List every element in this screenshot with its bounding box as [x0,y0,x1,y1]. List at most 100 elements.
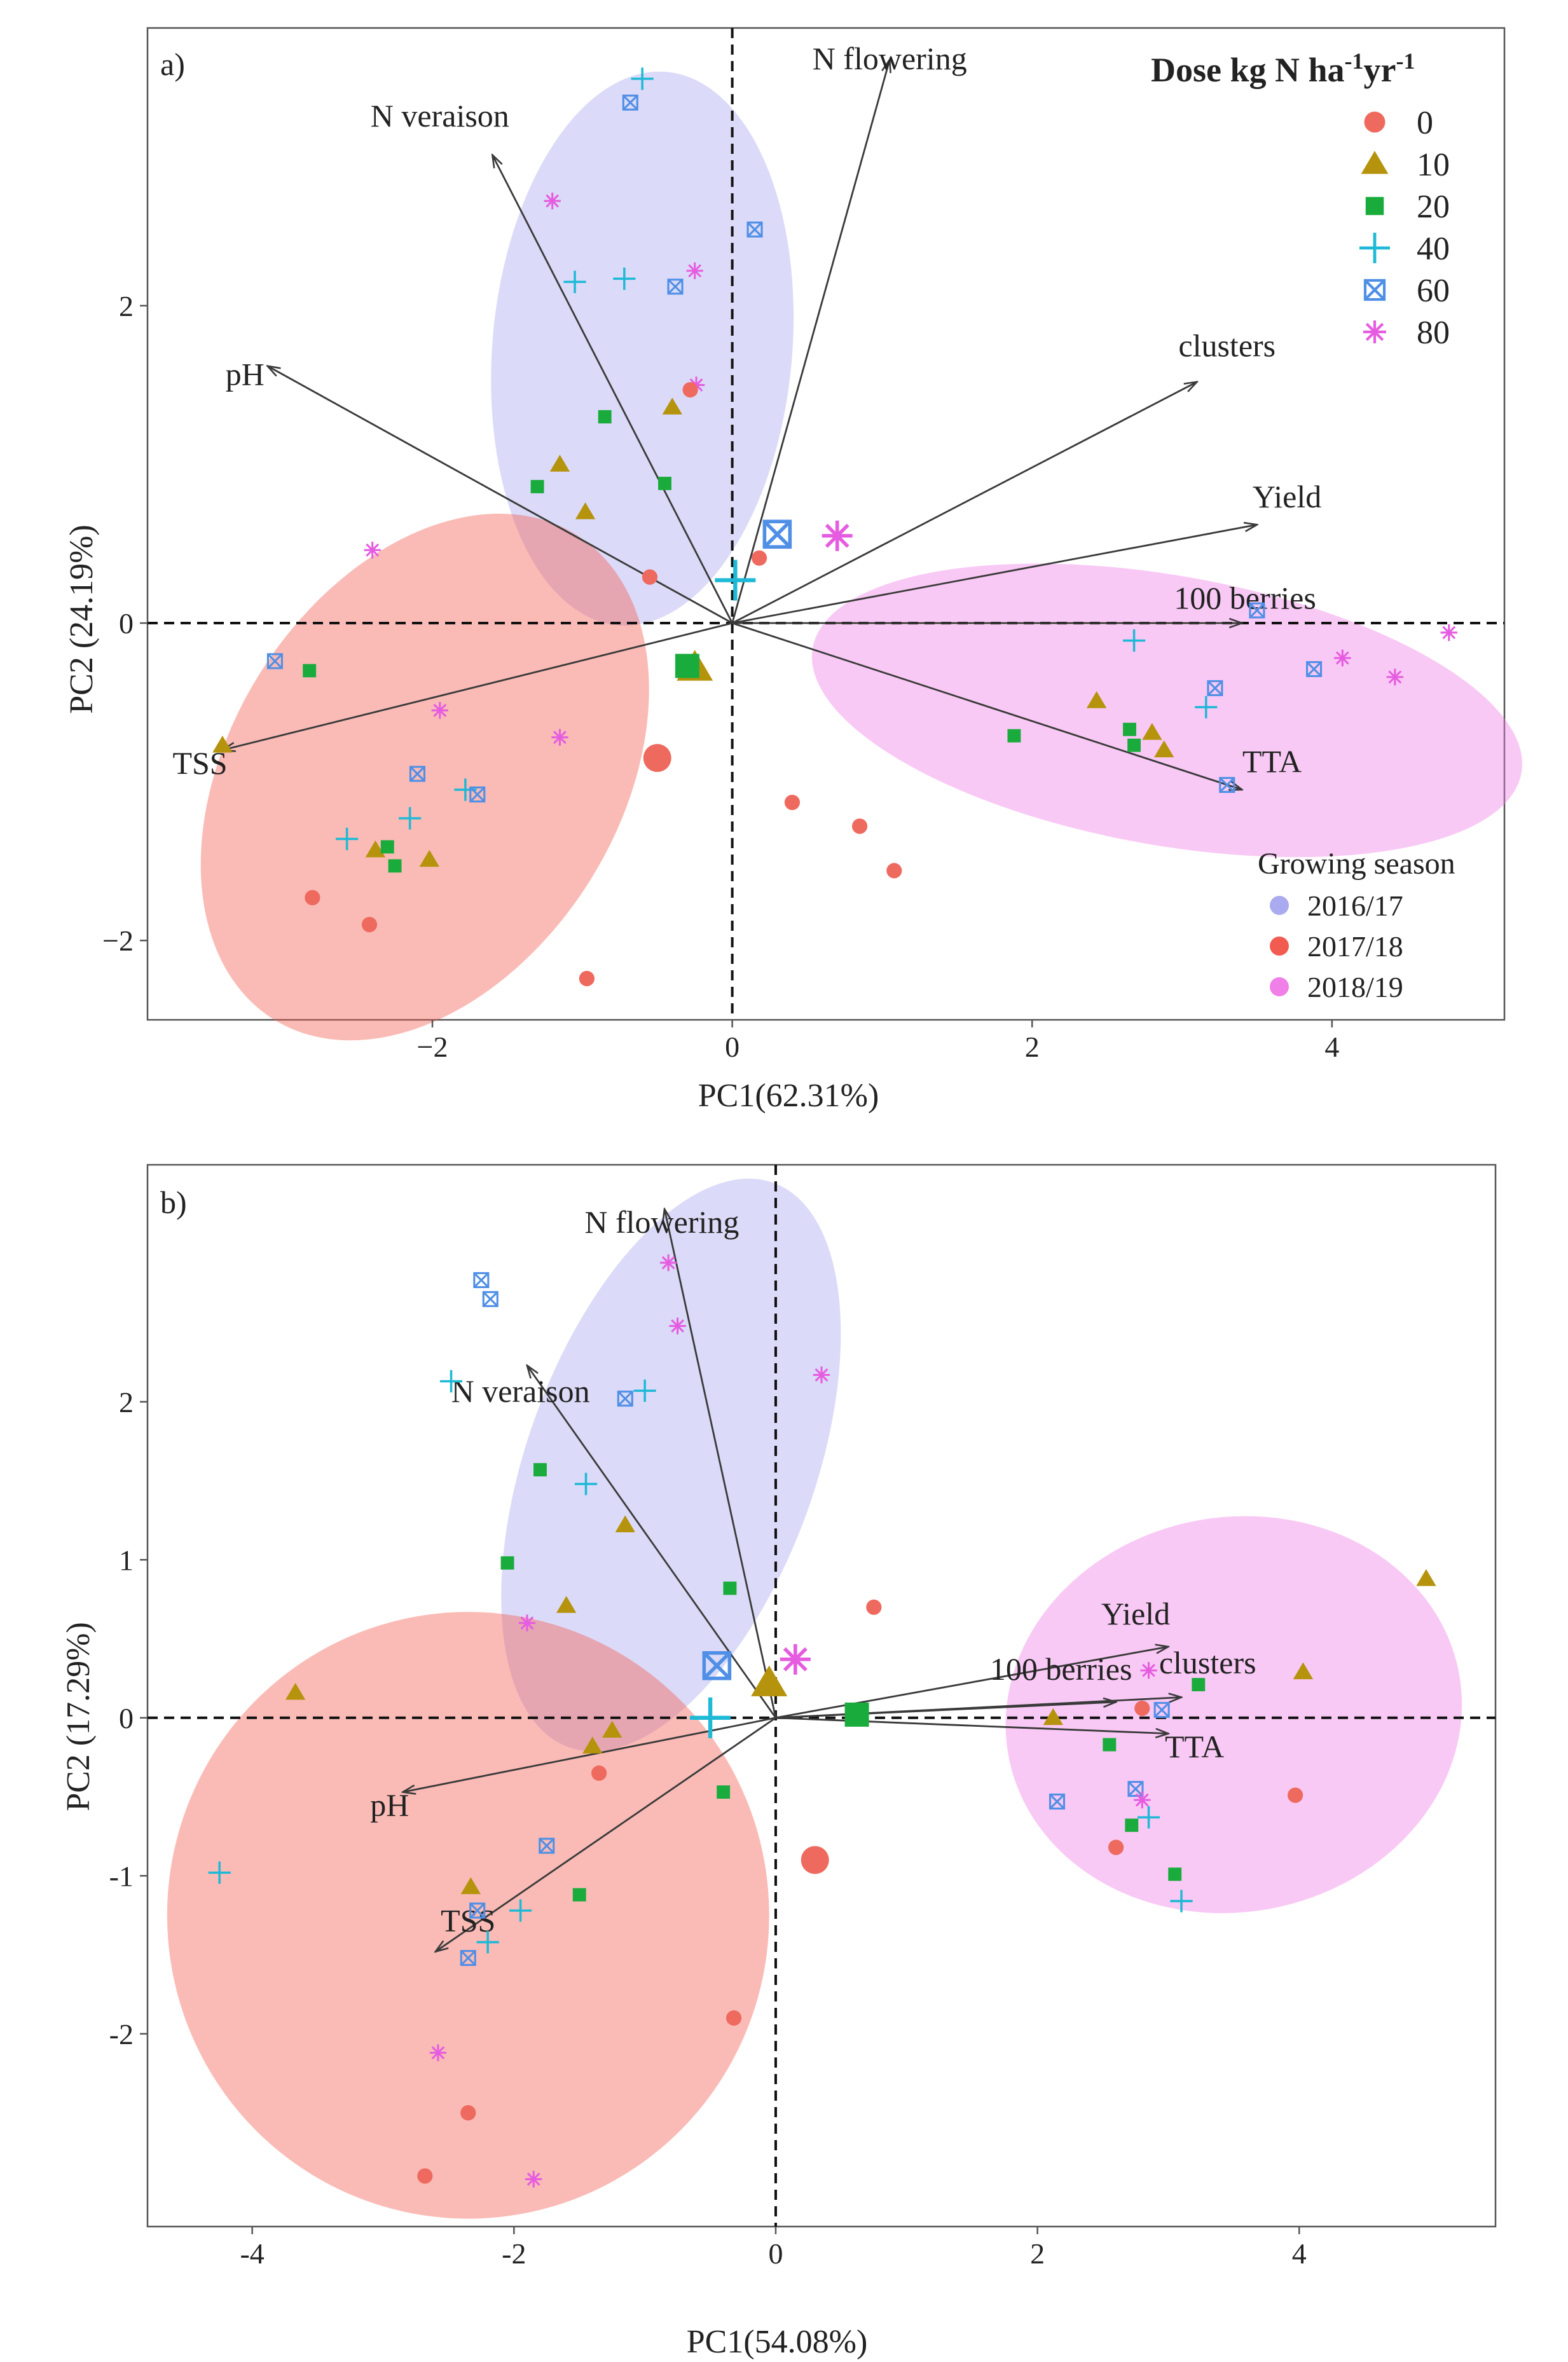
centroid-dose-0 [801,1846,829,1874]
legend-label-season-2018-19: 2018/19 [1307,971,1403,1003]
data-point-dose-0 [682,381,698,398]
panel-a-label: a) [160,46,185,82]
legend-label-season-2016-17: 2016/17 [1307,889,1403,922]
data-point-dose-40 [509,1899,532,1922]
vector-tss [223,622,732,750]
data-point-dose-80 [669,1317,686,1335]
data-point-dose-20 [530,479,544,493]
vector-n-veraison [492,155,733,624]
panel-a-loading-vectors: N flowering N veraison pH clusters Yield 100 … [172,41,1321,790]
vector-tss [436,1717,776,1952]
legend-key-dose-80 [1363,320,1386,343]
panel-b-axis-ticks: -4 -2 0 2 4 -2 -1 0 1 2 [109,1386,1307,2270]
legend-key-season-2018-19 [1270,977,1289,996]
panel-b-loading-vectors: N flowering N veraison pH TSS Yield 100 berri… [370,1204,1256,1952]
data-point-dose-80 [429,2044,447,2061]
data-point-dose-0 [784,794,801,811]
vector-label-yield: Yield [1253,479,1321,514]
data-point-dose-0 [1287,1787,1303,1803]
panel-a-season-ellipses [200,71,1522,1041]
data-point-dose-20 [723,1581,737,1595]
x-tick-label: 4 [1324,1031,1339,1063]
vector-label-yield: Yield [1101,1596,1170,1631]
legend-label-dose-0: 0 [1417,105,1433,141]
data-point-dose-10 [1293,1662,1314,1680]
data-point-dose-80 [1134,1791,1151,1809]
season-ellipse-2018-19 [1005,1516,1462,1914]
y-tick-label: 0 [119,1702,134,1734]
data-point-dose-40 [633,1379,656,1402]
season-ellipse-2018-19 [811,563,1522,858]
data-point-dose-20 [1103,1738,1117,1752]
data-point-dose-20 [572,1888,586,1902]
centroid-dose-40 [690,1697,731,1738]
legend-label-dose-20: 20 [1417,189,1450,225]
vector-label-clusters: clusters [1159,1645,1256,1680]
x-tick-label: 2 [1030,2237,1045,2270]
vector-clusters [775,1697,1181,1719]
data-point-dose-40 [439,1370,463,1393]
vector-label-n-veraison: N veraison [371,98,509,134]
legend-key-season-2017-18 [1270,937,1289,956]
data-point-dose-0 [866,1599,882,1615]
data-point-dose-60 [539,1837,555,1854]
centroid-dose-60 [702,1651,732,1680]
data-point-dose-0 [305,889,320,905]
vector-label-ph: pH [226,357,265,392]
data-point-dose-60 [266,653,283,669]
x-tick-label: -4 [240,2237,264,2270]
data-point-dose-10 [1142,723,1162,740]
season-ellipse-2017-18 [167,1612,769,2219]
centroid-dose-0 [643,744,671,772]
panel-b-y-axis-title: PC2 (17.29%) [60,1622,97,1811]
data-point-dose-60 [469,1902,486,1919]
season-ellipse-2016-17 [501,1178,841,1752]
dose-legend: Dose kg N ha-1yr-1 0 10 20 40 60 80 [1151,48,1450,351]
legend-label-dose-80: 80 [1417,315,1450,351]
vector-label-tta: TTA [1242,744,1302,779]
data-point-dose-60 [460,1949,476,1967]
panel-b-data-points [208,1254,1436,2188]
data-point-dose-10 [662,397,682,415]
panel-a-y-axis-title: PC2 (24.19%) [64,525,100,714]
data-point-dose-40 [563,270,586,293]
data-point-dose-60 [1207,680,1223,696]
data-point-dose-10 [1154,740,1174,758]
panel-a-biplot: N flowering N veraison pH clusters Yield 100 … [64,27,1522,1114]
data-point-dose-60 [622,94,638,111]
data-point-dose-40 [1170,1890,1193,1912]
data-point-dose-20 [388,859,402,873]
centroid-dose-20 [844,1702,869,1727]
panel-a-dose-centroids [643,519,853,772]
data-point-dose-0 [642,569,658,585]
y-tick-label: 2 [119,1386,134,1418]
vector-label-ph: pH [370,1787,409,1823]
data-point-dose-60 [1249,602,1265,619]
data-point-dose-20 [1007,729,1021,743]
data-point-dose-40 [1195,696,1218,718]
data-point-dose-40 [399,807,422,830]
y-tick-label: -2 [109,2018,134,2050]
data-point-dose-60 [1127,1781,1144,1797]
vector-label-tss: TSS [441,1902,495,1938]
season-legend-title: Growing season [1258,847,1455,881]
y-tick-label: 0 [119,607,134,640]
data-point-dose-60 [617,1390,633,1407]
data-point-dose-60 [667,278,684,295]
data-point-dose-10 [1416,1569,1436,1586]
x-tick-label: 4 [1292,2237,1307,2270]
vector-ph [402,1717,776,1792]
x-tick-label: -2 [502,2237,526,2270]
data-point-dose-0 [591,1765,607,1781]
panel-b-plot-frame [146,1164,1497,2228]
centroid-dose-20 [675,654,699,678]
data-point-dose-20 [1123,722,1136,736]
data-point-dose-10 [615,1515,635,1532]
data-point-dose-40 [613,267,636,290]
legend-label-dose-10: 10 [1417,147,1450,183]
data-point-dose-10 [575,502,596,519]
data-point-dose-80 [813,1366,830,1384]
vector-label-100-berries: 100 berries [1174,580,1316,616]
data-point-dose-20 [1192,1678,1206,1692]
legend-key-dose-60 [1363,278,1386,301]
